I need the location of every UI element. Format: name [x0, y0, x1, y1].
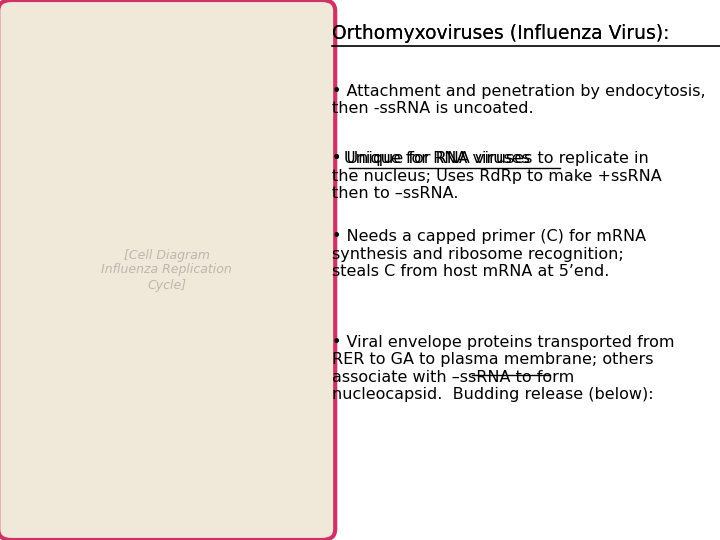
Text: • Attachment and penetration by endocytosis, then -ssRNA is uncoated.: • Attachment and penetration by endocyto…	[332, 84, 706, 116]
Text: •: •	[332, 151, 346, 166]
Text: • Needs a capped primer (C) for mRNA
synthesis and ribosome recognition;
steals : • Needs a capped primer (C) for mRNA syn…	[332, 230, 646, 279]
Text: Orthomyxoviruses (Influenza Virus):: Orthomyxoviruses (Influenza Virus):	[332, 24, 670, 43]
Text: Unique for RNA viruses to replicate in
the nucleus; Uses RdRp to make +ssRNA
the: Unique for RNA viruses to replicate in t…	[343, 151, 673, 201]
Text: • Viral envelope proteins transported from
RER to GA to plasma membrane; others
: • Viral envelope proteins transported fr…	[332, 335, 675, 402]
Text: Unique for RNA viruses: Unique for RNA viruses	[343, 151, 529, 166]
Text: Orthomyxoviruses (Influenza Virus):: Orthomyxoviruses (Influenza Virus):	[332, 24, 670, 43]
Text: • Unique for RNA viruses to replicate in
the nucleus; Uses RdRp to make +ssRNA
t: • Unique for RNA viruses to replicate in…	[332, 151, 662, 201]
FancyBboxPatch shape	[0, 0, 336, 540]
Text: [Cell Diagram
Influenza Replication
Cycle]: [Cell Diagram Influenza Replication Cycl…	[102, 248, 232, 292]
